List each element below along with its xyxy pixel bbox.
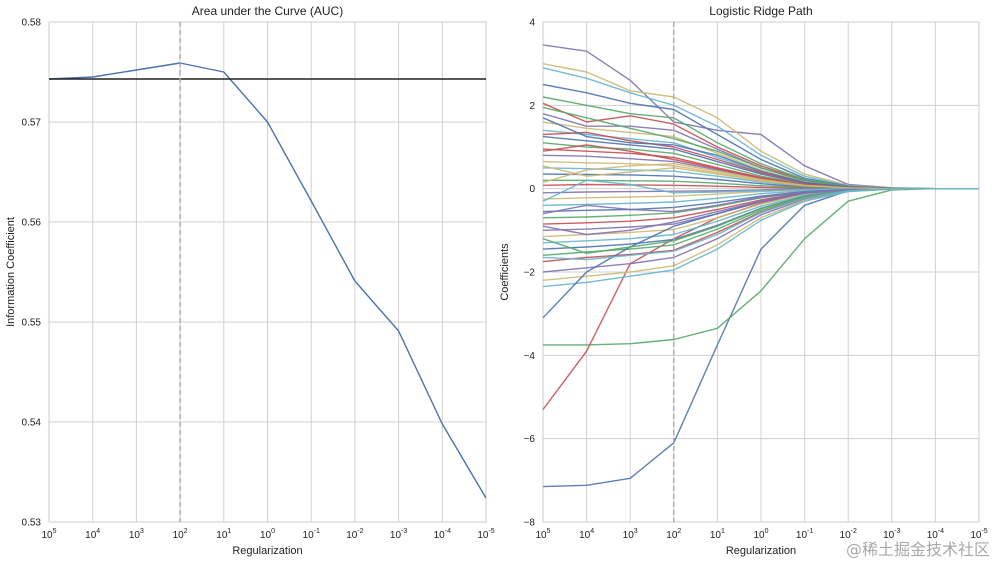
y-tick-label: 0.57 [22,118,42,129]
x-tick-label: 104 [579,528,594,541]
auc-chart: 105 104 103 102 101 100 10-1 10-2 10-3 10-4 10-5 0.… [5,4,495,557]
y-tick-label: −2 [524,268,536,279]
y-axis-label: Information Coefficient [5,217,17,327]
x-tick-label: 10-4 [434,528,451,541]
chart-title: Logistic Ridge Path [709,4,812,18]
series-line [542,188,979,261]
x-tick-label: 10-5 [477,528,494,541]
x-tick-label: 10-2 [346,528,363,541]
y-tick-label: 0.55 [22,318,42,329]
x-tick-label: 100 [753,528,768,541]
series-lines [48,62,487,499]
y-tick-label: −6 [524,434,536,445]
x-tick-label: 102 [666,528,681,541]
plot-frame [48,21,487,523]
watermark: @稀土掘金技术社区 [845,540,990,559]
x-tick-label: 105 [535,528,550,541]
x-axis-label: Regularization [726,545,796,557]
x-tick-label: 10-3 [883,528,900,541]
x-tick-label: 104 [85,528,100,541]
grid [48,21,487,523]
y-tick-label: −8 [524,518,536,529]
y-tick-label: 2 [529,101,535,112]
x-tick-label: 100 [260,528,275,541]
y-tick-label: 0.56 [22,218,42,229]
x-tick-label: 102 [173,528,188,541]
y-tick-label: 0.58 [22,18,42,29]
y-axis-label: Coefficients [499,243,511,301]
series-lines [542,44,979,488]
x-tick-label: 103 [129,528,144,541]
x-tick-label: 101 [216,528,231,541]
x-tick-label: 10-5 [970,528,987,541]
ridge-path-chart: 105 104 103 102 101 100 10-1 10-2 10-3 10-4 10-5 −8… [499,4,988,557]
x-tick-label: 10-1 [796,528,813,541]
series-line [48,62,487,499]
x-tick-label: 10-4 [927,528,944,541]
x-tick-label: 10-3 [390,528,407,541]
x-tick-label: 105 [41,528,56,541]
x-axis-label: Regularization [232,545,302,557]
y-tick-label: 0 [529,184,535,195]
x-tick-label: 103 [623,528,638,541]
x-tick-label: 10-2 [840,528,857,541]
x-tick-label: 101 [710,528,725,541]
y-tick-label: −4 [524,351,536,362]
y-tick-label: 0.54 [22,418,42,429]
grid [542,21,980,523]
chart-title: Area under the Curve (AUC) [192,4,343,18]
y-tick-label: 4 [529,18,535,29]
x-tick-label: 10-1 [303,528,320,541]
y-tick-label: 0.53 [22,518,42,529]
